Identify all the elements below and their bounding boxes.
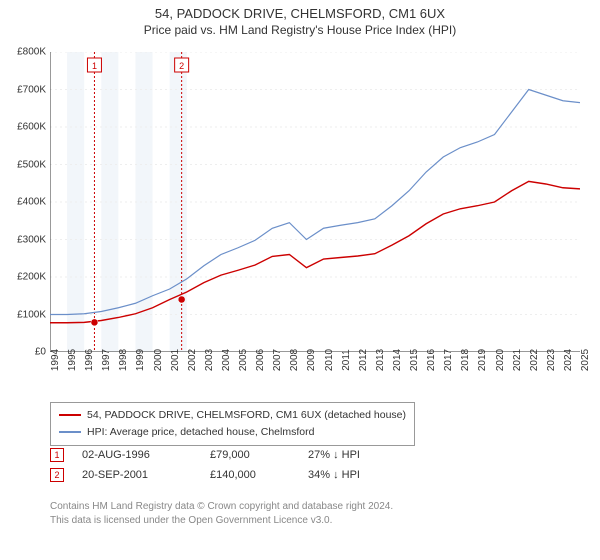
chart-svg: 12 [50, 52, 580, 352]
data-point-date: 02-AUG-1996 [82, 449, 192, 461]
y-tick-label: £400K [17, 197, 46, 208]
data-point-date: 20-SEP-2001 [82, 469, 192, 481]
copyright: Contains HM Land Registry data © Crown c… [50, 500, 580, 527]
x-tick-label: 2021 [512, 349, 523, 371]
x-tick-label: 2023 [546, 349, 557, 371]
legend-swatch [59, 414, 81, 416]
y-tick-label: £600K [17, 122, 46, 133]
x-axis: 1994199519961997199819992000200120022003… [50, 356, 580, 396]
x-tick-label: 1999 [135, 349, 146, 371]
y-tick-label: £300K [17, 234, 46, 245]
legend-swatch [59, 431, 81, 433]
x-tick-label: 2007 [272, 349, 283, 371]
x-tick-label: 2002 [187, 349, 198, 371]
x-tick-label: 2001 [170, 349, 181, 371]
x-tick-label: 2000 [153, 349, 164, 371]
x-tick-label: 2020 [495, 349, 506, 371]
y-tick-label: £800K [17, 47, 46, 58]
plot-area: 12 [50, 52, 580, 352]
y-axis: £0£100K£200K£300K£400K£500K£600K£700K£80… [0, 52, 48, 352]
data-point-price: £79,000 [210, 449, 290, 461]
x-tick-label: 2014 [392, 349, 403, 371]
x-tick-label: 2003 [204, 349, 215, 371]
x-tick-label: 2011 [341, 349, 352, 371]
y-tick-label: £200K [17, 272, 46, 283]
x-tick-label: 2022 [529, 349, 540, 371]
svg-text:1: 1 [92, 61, 97, 71]
x-tick-label: 2009 [306, 349, 317, 371]
data-point-marker: 2 [50, 468, 64, 482]
x-tick-label: 1998 [118, 349, 129, 371]
x-tick-label: 2019 [477, 349, 488, 371]
x-tick-label: 2006 [255, 349, 266, 371]
x-tick-label: 2010 [324, 349, 335, 371]
legend: 54, PADDOCK DRIVE, CHELMSFORD, CM1 6UX (… [50, 402, 415, 446]
x-tick-label: 2017 [443, 349, 454, 371]
data-point-price: £140,000 [210, 469, 290, 481]
x-tick-label: 1994 [50, 349, 61, 371]
x-tick-label: 2008 [289, 349, 300, 371]
y-tick-label: £500K [17, 159, 46, 170]
copyright-line2: This data is licensed under the Open Gov… [50, 514, 580, 528]
chart-subtitle: Price paid vs. HM Land Registry's House … [0, 21, 600, 37]
copyright-line1: Contains HM Land Registry data © Crown c… [50, 500, 580, 514]
x-tick-label: 2024 [563, 349, 574, 371]
legend-row: 54, PADDOCK DRIVE, CHELMSFORD, CM1 6UX (… [59, 407, 406, 424]
svg-text:2: 2 [179, 61, 184, 71]
data-point-row: 2 20-SEP-2001 £140,000 34% ↓ HPI [50, 468, 408, 482]
data-point-marker: 1 [50, 448, 64, 462]
data-point-row: 1 02-AUG-1996 £79,000 27% ↓ HPI [50, 448, 408, 462]
data-point-hpi: 27% ↓ HPI [308, 449, 408, 461]
legend-label: 54, PADDOCK DRIVE, CHELMSFORD, CM1 6UX (… [87, 407, 406, 424]
data-points-table: 1 02-AUG-1996 £79,000 27% ↓ HPI 2 20-SEP-2001… [50, 448, 408, 488]
x-tick-label: 2016 [426, 349, 437, 371]
x-tick-label: 2012 [358, 349, 369, 371]
x-tick-label: 1996 [84, 349, 95, 371]
x-tick-label: 2025 [580, 349, 591, 371]
x-tick-label: 1995 [67, 349, 78, 371]
x-tick-label: 2018 [460, 349, 471, 371]
chart-container: 54, PADDOCK DRIVE, CHELMSFORD, CM1 6UX P… [0, 0, 600, 560]
y-tick-label: £0 [35, 347, 46, 358]
x-tick-label: 1997 [101, 349, 112, 371]
x-tick-label: 2015 [409, 349, 420, 371]
legend-label: HPI: Average price, detached house, Chel… [87, 424, 314, 441]
data-point-hpi: 34% ↓ HPI [308, 469, 408, 481]
chart-title: 54, PADDOCK DRIVE, CHELMSFORD, CM1 6UX [0, 0, 600, 21]
y-tick-label: £700K [17, 84, 46, 95]
x-tick-label: 2013 [375, 349, 386, 371]
x-tick-label: 2005 [238, 349, 249, 371]
x-tick-label: 2004 [221, 349, 232, 371]
y-tick-label: £100K [17, 309, 46, 320]
legend-row: HPI: Average price, detached house, Chel… [59, 424, 406, 441]
